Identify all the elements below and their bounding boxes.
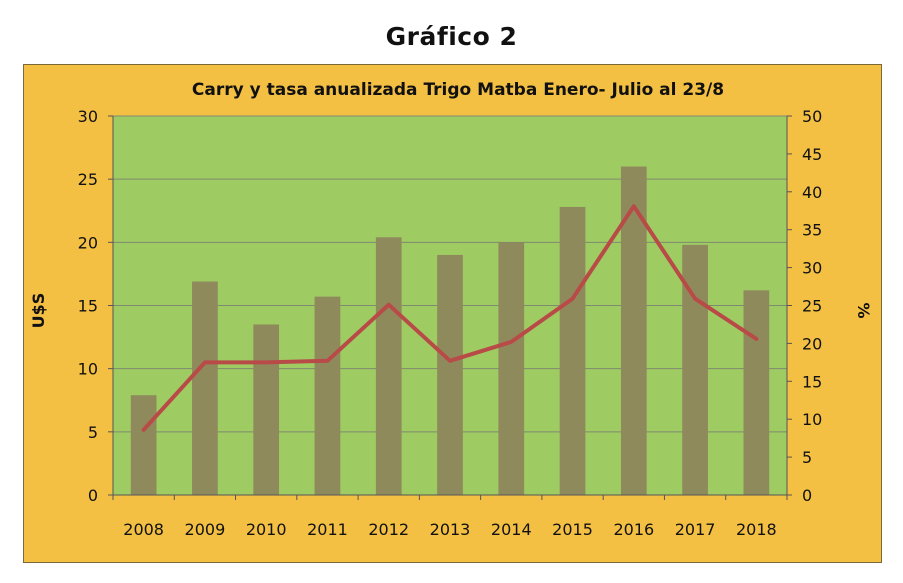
x-tick-label: 2008 <box>123 520 164 539</box>
y-tick-label: 25 <box>78 170 98 189</box>
y2-tick-label: 5 <box>802 448 812 467</box>
y-tick-label: 0 <box>88 486 98 505</box>
y2-tick-label: 30 <box>802 259 822 278</box>
y-tick-label: 30 <box>78 107 98 126</box>
x-tick-label: 2017 <box>675 520 716 539</box>
y-tick-label: 10 <box>78 360 98 379</box>
line-series <box>141 204 759 432</box>
bar <box>437 254 463 495</box>
y2-axis-label: % <box>854 302 873 318</box>
bar <box>620 166 647 495</box>
bar <box>559 206 586 495</box>
bar <box>743 290 770 495</box>
bar <box>375 237 402 495</box>
x-tick-label: 2014 <box>491 520 532 539</box>
x-tick-label: 2009 <box>185 520 226 539</box>
y2-tick-label: 25 <box>802 297 822 316</box>
y2-tick-label: 15 <box>802 372 822 391</box>
y2-tick-label: 35 <box>802 221 822 240</box>
x-tick-label: 2018 <box>736 520 777 539</box>
y-tick-label: 5 <box>88 423 98 442</box>
y2-tick-label: 20 <box>802 334 822 353</box>
page-title: Gráfico 2 <box>385 22 518 51</box>
x-tick-label: 2016 <box>613 520 654 539</box>
bar <box>498 242 525 495</box>
line-series-path <box>141 204 759 432</box>
chart-frame: Carry y tasa anualizada Trigo Matba Ener… <box>23 64 882 563</box>
x-tick-label: 2012 <box>368 520 409 539</box>
y-tick-label: 15 <box>78 297 98 316</box>
chart-title: Carry y tasa anualizada Trigo Matba Ener… <box>192 80 724 100</box>
y2-tick-label: 40 <box>802 183 822 202</box>
bar-series <box>130 166 770 495</box>
chart: Carry y tasa anualizada Trigo Matba Ener… <box>24 65 881 562</box>
x-tick-label: 2013 <box>430 520 471 539</box>
y2-tick-label: 50 <box>802 107 822 126</box>
x-tick-label: 2011 <box>307 520 348 539</box>
bar <box>253 324 280 495</box>
y2-tick-label: 0 <box>802 486 812 505</box>
x-tick-label: 2015 <box>552 520 593 539</box>
bar <box>314 296 341 495</box>
y-tick-label: 20 <box>78 233 98 252</box>
y-axis-label: U$S <box>29 293 48 329</box>
axes: 0 5 10 15 20 25 30 0 5 10 15 20 25 30 35 40 45 50 2008 2009… <box>78 107 823 539</box>
bar <box>130 395 157 495</box>
y2-tick-label: 10 <box>802 410 822 429</box>
x-tick-label: 2010 <box>246 520 287 539</box>
y2-tick-label: 45 <box>802 145 822 164</box>
bar <box>192 281 218 495</box>
